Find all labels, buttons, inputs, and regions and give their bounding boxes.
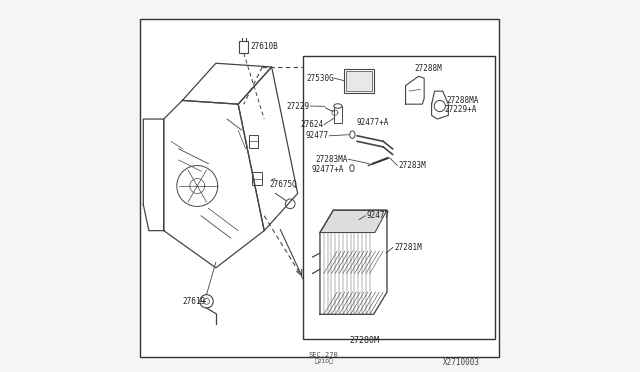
Text: 92477: 92477 — [367, 211, 390, 220]
Polygon shape — [320, 210, 387, 232]
Text: SEC.270: SEC.270 — [309, 352, 339, 358]
Bar — [239, 41, 248, 53]
Text: 27624: 27624 — [301, 120, 324, 129]
Polygon shape — [320, 210, 387, 314]
FancyBboxPatch shape — [140, 19, 499, 357]
Text: 27288MA: 27288MA — [447, 96, 479, 105]
Text: 27530G: 27530G — [306, 74, 334, 83]
Text: 27283M: 27283M — [398, 161, 426, 170]
Text: 27229: 27229 — [287, 102, 310, 110]
Text: ㉲21O〉: ㉲21O〉 — [314, 359, 333, 365]
Text: 27283MA: 27283MA — [316, 155, 348, 164]
Text: 27288M: 27288M — [415, 64, 443, 73]
Ellipse shape — [349, 131, 355, 138]
Bar — [252, 172, 262, 185]
Text: 27619: 27619 — [182, 297, 205, 306]
Polygon shape — [431, 91, 449, 119]
Text: 27610B: 27610B — [250, 42, 278, 51]
Text: 27280M: 27280M — [349, 336, 380, 345]
Ellipse shape — [334, 104, 342, 108]
FancyBboxPatch shape — [303, 56, 495, 339]
Bar — [346, 71, 372, 91]
Text: X2710003: X2710003 — [443, 358, 480, 367]
Text: 92477: 92477 — [306, 131, 329, 140]
Text: 27229+A: 27229+A — [445, 105, 477, 114]
Text: 27675Q: 27675Q — [270, 180, 298, 189]
Text: 92477+A: 92477+A — [356, 118, 389, 126]
Polygon shape — [406, 76, 424, 104]
Bar — [334, 106, 342, 123]
Ellipse shape — [349, 165, 354, 171]
Bar — [344, 69, 374, 93]
Text: 92477+A: 92477+A — [312, 165, 344, 174]
Bar — [248, 135, 258, 148]
Text: 27281M: 27281M — [394, 243, 422, 252]
